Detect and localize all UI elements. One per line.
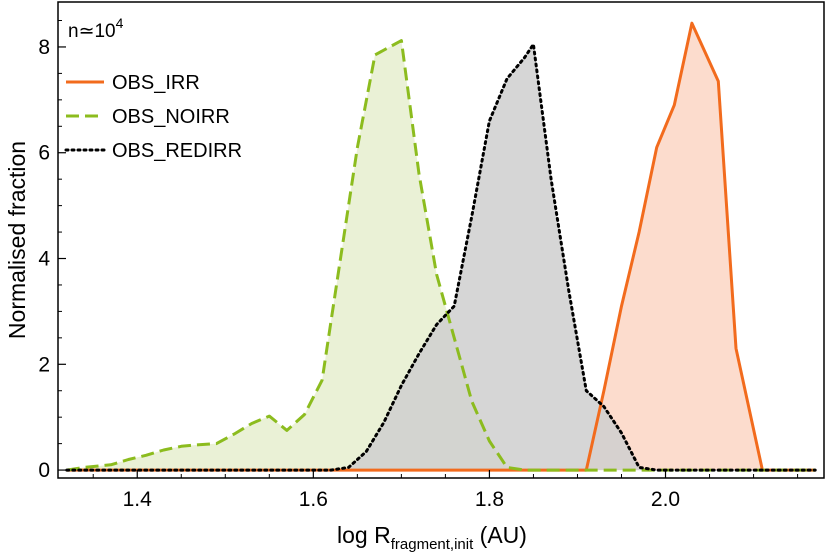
- density-annotation: n≃104: [68, 15, 124, 42]
- x-axis: 1.4 1.6 1.8 2.0: [92, 470, 799, 511]
- density-annotation-base: n≃10: [68, 21, 116, 42]
- x-axis-title-subscript: fragment,init: [391, 536, 474, 553]
- x-axis-title: log Rfragment,init (AU): [337, 522, 527, 553]
- legend-label: OBS_REDIRR: [112, 140, 242, 162]
- y-axis: 0 2 4 6 8: [38, 20, 66, 482]
- density-annotation-exponent: 4: [116, 15, 124, 31]
- series-line-1: [66, 39, 816, 472]
- y-tick-label: 8: [38, 36, 50, 59]
- x-axis-title-main: log R: [337, 522, 391, 548]
- legend-item: OBS_IRR: [66, 72, 200, 94]
- y-tick-label: 2: [38, 353, 50, 376]
- y-tick-label: 4: [38, 248, 50, 271]
- y-tick-label: 0: [38, 459, 50, 482]
- legend-item: OBS_REDIRR: [64, 140, 242, 162]
- legend-label: OBS_NOIRR: [112, 106, 230, 128]
- x-tick-label: 1.8: [475, 488, 504, 511]
- x-tick-label: 1.4: [123, 488, 153, 511]
- x-tick-label: 2.0: [651, 488, 680, 511]
- plot-frame: [57, 1, 825, 479]
- y-axis-title: Normalised fraction: [4, 141, 30, 339]
- legend-label: OBS_IRR: [112, 72, 200, 94]
- legend-item: OBS_NOIRR: [66, 106, 230, 128]
- series-area-0: [66, 23, 816, 471]
- x-axis-title-unit: (AU): [473, 522, 527, 548]
- y-tick-label: 6: [38, 142, 50, 165]
- x-tick-label: 1.6: [299, 488, 328, 511]
- series-area-2: [66, 44, 816, 471]
- series-line-2: [65, 42, 817, 472]
- series-lines: [65, 21, 817, 472]
- legend: OBS_IRR OBS_NOIRR OBS_REDIRR: [64, 72, 242, 162]
- series-fills: [66, 23, 816, 471]
